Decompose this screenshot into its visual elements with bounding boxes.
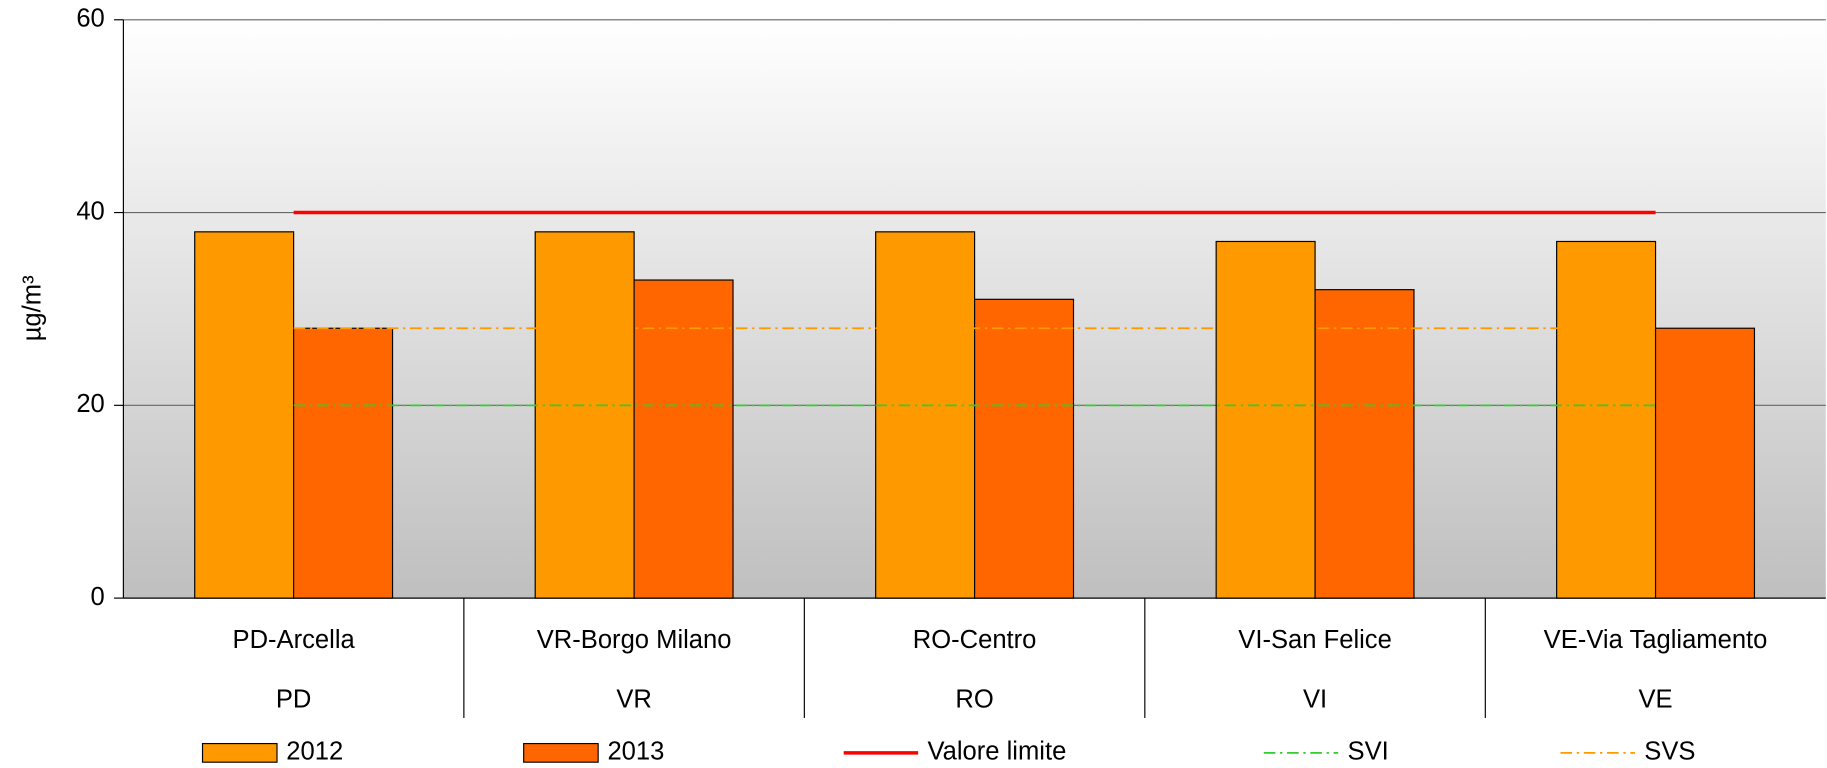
x-group-label: RO [955,685,993,713]
y-tick-label: 0 [91,583,105,611]
bar [194,231,295,599]
legend-label: 2013 [607,738,664,766]
bar [293,327,394,599]
x-group-label: VI [1303,685,1327,713]
bar [875,231,976,599]
x-tick-label: VI-San Felice [1238,626,1392,654]
x-group-label: PD [276,685,312,713]
y-axis-label: µg/m³ [19,275,47,341]
y-tick-label: 40 [76,197,104,225]
legend-swatch [201,742,278,763]
bar [1215,240,1316,599]
legend-swatch [523,742,599,763]
bar [1314,289,1415,599]
legend-label: SVS [1644,738,1695,766]
bar [974,298,1075,599]
legend-label: Valore limite [927,738,1066,766]
bar [1556,240,1657,599]
x-tick-label: PD-Arcella [233,626,356,654]
x-tick-label: VR-Borgo Milano [537,626,732,654]
y-tick-label: 20 [76,390,104,418]
bar [534,231,635,599]
x-group-label: VR [616,685,652,713]
legend-label: SVI [1348,738,1389,766]
x-tick-label: RO-Centro [913,626,1037,654]
x-tick-label: VE-Via Tagliamento [1544,626,1768,654]
bar [1654,327,1756,599]
x-group-label: VE [1638,685,1672,713]
bar [633,279,734,599]
y-tick-label: 60 [76,5,104,33]
legend-label: 2012 [286,738,343,766]
